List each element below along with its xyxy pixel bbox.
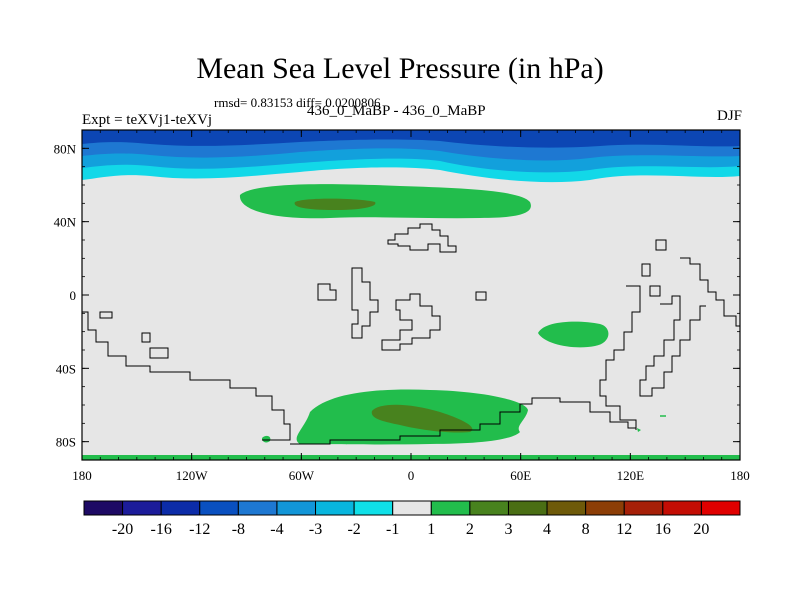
- colorbar-swatch: [585, 500, 625, 516]
- y-axis: 80N 40N 0 40S 80S: [54, 141, 740, 450]
- colorbar: -20 -16 -12 -8 -4 -3 -2 -1 1 2 3 4 8 12 16 20: [83, 500, 741, 538]
- anomaly-southern-ocean-core: [371, 404, 473, 433]
- colorbar-swatch: [507, 500, 548, 516]
- x-tick-label: 60W: [289, 468, 315, 483]
- anomaly-small-patch: [637, 428, 641, 432]
- colorbar-label: 20: [693, 521, 709, 538]
- chart-title: Mean Sea Level Pressure (in hPa): [196, 52, 604, 85]
- colorbar-swatch: [546, 500, 587, 516]
- colorbar-label: 16: [655, 521, 671, 538]
- colorbar-label: -16: [151, 521, 172, 538]
- anomaly-small-patch: [262, 435, 271, 443]
- colorbar-swatch: [160, 500, 201, 516]
- x-tick-label: 180: [730, 468, 750, 483]
- experiment-label: Expt = teXVj1-teXVj: [82, 112, 213, 128]
- colorbar-swatch: [430, 500, 471, 516]
- colorbar-label: -1: [386, 521, 399, 538]
- colorbar-swatch: [237, 500, 278, 516]
- x-axis: 180 120W 60W 0 60E 120E 180: [72, 130, 750, 483]
- colorbar-swatch: [276, 500, 317, 516]
- anomaly-north-pacific: [239, 184, 531, 219]
- colorbar-swatch: [469, 500, 509, 516]
- colorbar-swatch: [392, 500, 432, 516]
- colorbar-swatch: [353, 500, 394, 516]
- x-tick-label: 180: [72, 468, 92, 483]
- comparison-label: 436_0_MaBP - 436_0_MaBP: [307, 103, 486, 119]
- x-tick-label: 120E: [617, 468, 645, 483]
- colorbar-label: -4: [270, 521, 283, 538]
- colorbar-swatch: [700, 500, 741, 516]
- y-tick-label: 0: [70, 288, 77, 303]
- colorbar-label: 2: [466, 521, 474, 538]
- colorbar-label: -20: [112, 521, 133, 538]
- stats-label: rmsd= 0.83153 diff= 0.0200806: [214, 95, 381, 110]
- colorbar-swatch: [122, 500, 162, 516]
- colorbar-label: 3: [504, 521, 512, 538]
- band-dark-blue: [82, 130, 740, 148]
- y-tick-label: 80S: [56, 435, 76, 450]
- colorbar-swatch: [83, 500, 124, 516]
- x-tick-label: 120W: [176, 468, 209, 483]
- y-tick-label: 40N: [54, 215, 77, 230]
- colorbar-label: 12: [616, 521, 632, 538]
- colorbar-label: -2: [347, 521, 360, 538]
- colorbar-label: 1: [427, 521, 435, 538]
- season-label: DJF: [716, 108, 742, 124]
- colorbar-swatch: [623, 500, 664, 516]
- x-tick-label: 0: [408, 468, 415, 483]
- colorbar-swatch: [199, 500, 239, 516]
- coastlines: [82, 223, 740, 445]
- x-tick-label: 60E: [510, 468, 531, 483]
- colorbar-swatch: [662, 500, 702, 516]
- y-tick-label: 40S: [56, 361, 76, 376]
- colorbar-label: -3: [309, 521, 322, 538]
- colorbar-label: 4: [543, 521, 551, 538]
- colorbar-label: -8: [232, 521, 245, 538]
- anomaly-north-pacific-core: [294, 198, 376, 210]
- colorbar-label: 8: [582, 521, 590, 538]
- anomaly-south-indian: [538, 321, 609, 348]
- colorbar-label: -12: [189, 521, 210, 538]
- colorbar-swatch: [315, 500, 355, 516]
- y-tick-label: 80N: [54, 141, 77, 156]
